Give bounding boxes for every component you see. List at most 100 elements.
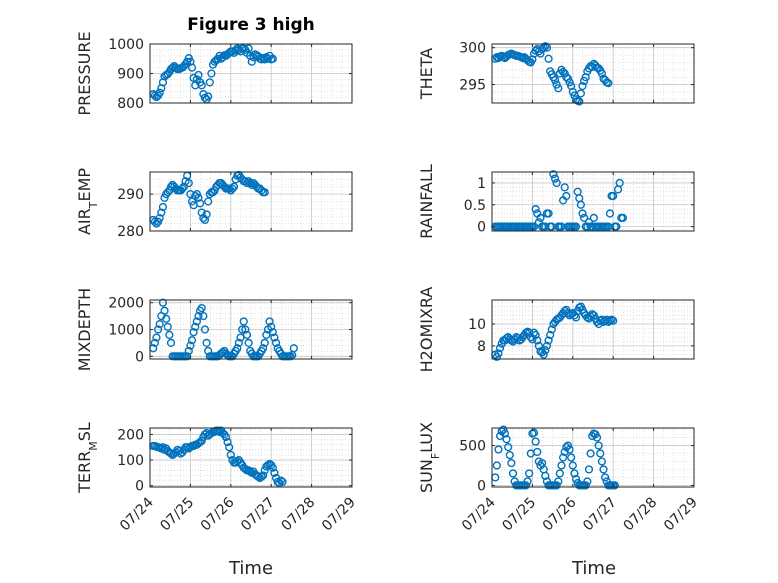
data-point <box>246 178 255 188</box>
x-tick-label: 07/25 <box>157 495 197 535</box>
x-tick-label: 07/27 <box>238 495 278 535</box>
y-tick-label: 1000 <box>108 323 144 339</box>
axes-3: 280 290 AIRTEMP <box>75 168 353 240</box>
y-tick-label: 500 <box>459 439 486 455</box>
data-point <box>207 69 216 78</box>
data-point <box>596 449 605 458</box>
y-axis-label-part: AIR <box>75 208 94 235</box>
data-point <box>257 472 266 481</box>
data-point <box>157 208 166 217</box>
y-tick-label: 290 <box>117 187 144 203</box>
data-point <box>278 477 287 486</box>
y-axis-label: PRESSURE <box>75 31 94 115</box>
data-point <box>226 450 235 460</box>
y-tick-label: 2000 <box>108 296 144 312</box>
data-point <box>554 84 563 93</box>
data-point <box>259 471 268 480</box>
data-point <box>204 197 213 206</box>
x-tick-label: 07/26 <box>198 494 238 534</box>
data-point <box>166 338 176 348</box>
data-point <box>152 333 161 342</box>
data-point <box>605 209 615 218</box>
data-point <box>576 200 585 209</box>
data-point <box>547 325 556 334</box>
data-point <box>597 69 606 78</box>
x-tick-label: 07/24 <box>459 494 499 534</box>
y-tick-label: 900 <box>117 67 144 83</box>
y-axis-label-part: SUN <box>417 459 436 493</box>
data-point <box>221 432 231 442</box>
y-axis-label-part: TERR <box>75 451 94 494</box>
data-point <box>529 328 539 337</box>
data-point <box>165 330 174 339</box>
data-point <box>567 453 576 462</box>
y-axis-label-part: EMP <box>75 168 94 202</box>
data-point <box>194 70 203 80</box>
data-point <box>536 213 545 222</box>
figure-title: Figure 3 high <box>187 15 315 35</box>
data-point <box>187 63 197 72</box>
data-point <box>276 476 285 485</box>
data-point <box>563 441 573 450</box>
data-point <box>247 180 256 190</box>
data-point <box>178 184 187 193</box>
axes-8: 0 500 07/24 07/25 07/26 07/27 07/28 07/29 SUNFLU… <box>417 422 701 534</box>
data-point <box>189 328 198 337</box>
data-point <box>166 182 176 191</box>
data-point <box>260 338 269 348</box>
data-point <box>500 429 510 438</box>
data-point <box>568 461 577 470</box>
axes-7: 0 100 200 07/24 07/25 07/26 07/27 07/28 07/29 TER… <box>75 422 359 534</box>
data-point <box>604 78 613 88</box>
data-point <box>241 325 250 334</box>
data-point <box>238 325 247 334</box>
data-point <box>562 191 571 201</box>
data-point <box>523 477 532 486</box>
x-tick-label: 07/27 <box>580 495 620 535</box>
data-point <box>158 298 168 307</box>
axes-box <box>491 171 695 232</box>
axes-box <box>491 299 695 360</box>
data-point <box>186 341 195 350</box>
data-point <box>254 472 263 481</box>
data-point <box>233 344 242 353</box>
data-point <box>234 338 243 348</box>
axes-box <box>491 427 695 488</box>
data-point <box>531 330 540 340</box>
data-point <box>205 78 214 87</box>
y-tick-label: 10 <box>468 317 486 333</box>
data-point <box>187 336 197 345</box>
data-point <box>610 481 619 490</box>
data-point <box>495 431 505 441</box>
y-axis-label: H2OMIXRA <box>417 287 436 373</box>
data-point <box>271 338 281 348</box>
data-point <box>609 191 618 201</box>
data-point <box>552 481 561 490</box>
data-point <box>589 213 598 222</box>
data-point <box>199 311 208 321</box>
data-point <box>160 306 169 315</box>
x-tick-label: 07/25 <box>499 495 539 535</box>
y-axis-label-sub: T <box>87 201 100 209</box>
y-axis-label: MIXDEPTH <box>75 288 94 371</box>
data-point <box>195 199 205 208</box>
data-point <box>492 461 501 470</box>
data-point <box>241 177 250 186</box>
data-point <box>508 469 518 478</box>
data-point <box>244 338 253 348</box>
data-point <box>504 443 513 452</box>
data-point <box>194 193 203 202</box>
data-point <box>584 465 594 474</box>
data-point <box>533 336 542 345</box>
data-point <box>586 449 595 458</box>
data-point <box>507 458 516 468</box>
data-point <box>534 341 543 350</box>
data-point <box>618 213 627 222</box>
data-point <box>162 314 171 323</box>
data-point <box>229 182 239 191</box>
data-point <box>525 469 534 478</box>
y-tick-label: 1 <box>477 176 486 192</box>
axes-box <box>491 43 695 104</box>
data-point <box>270 468 279 477</box>
data-point <box>529 222 539 231</box>
